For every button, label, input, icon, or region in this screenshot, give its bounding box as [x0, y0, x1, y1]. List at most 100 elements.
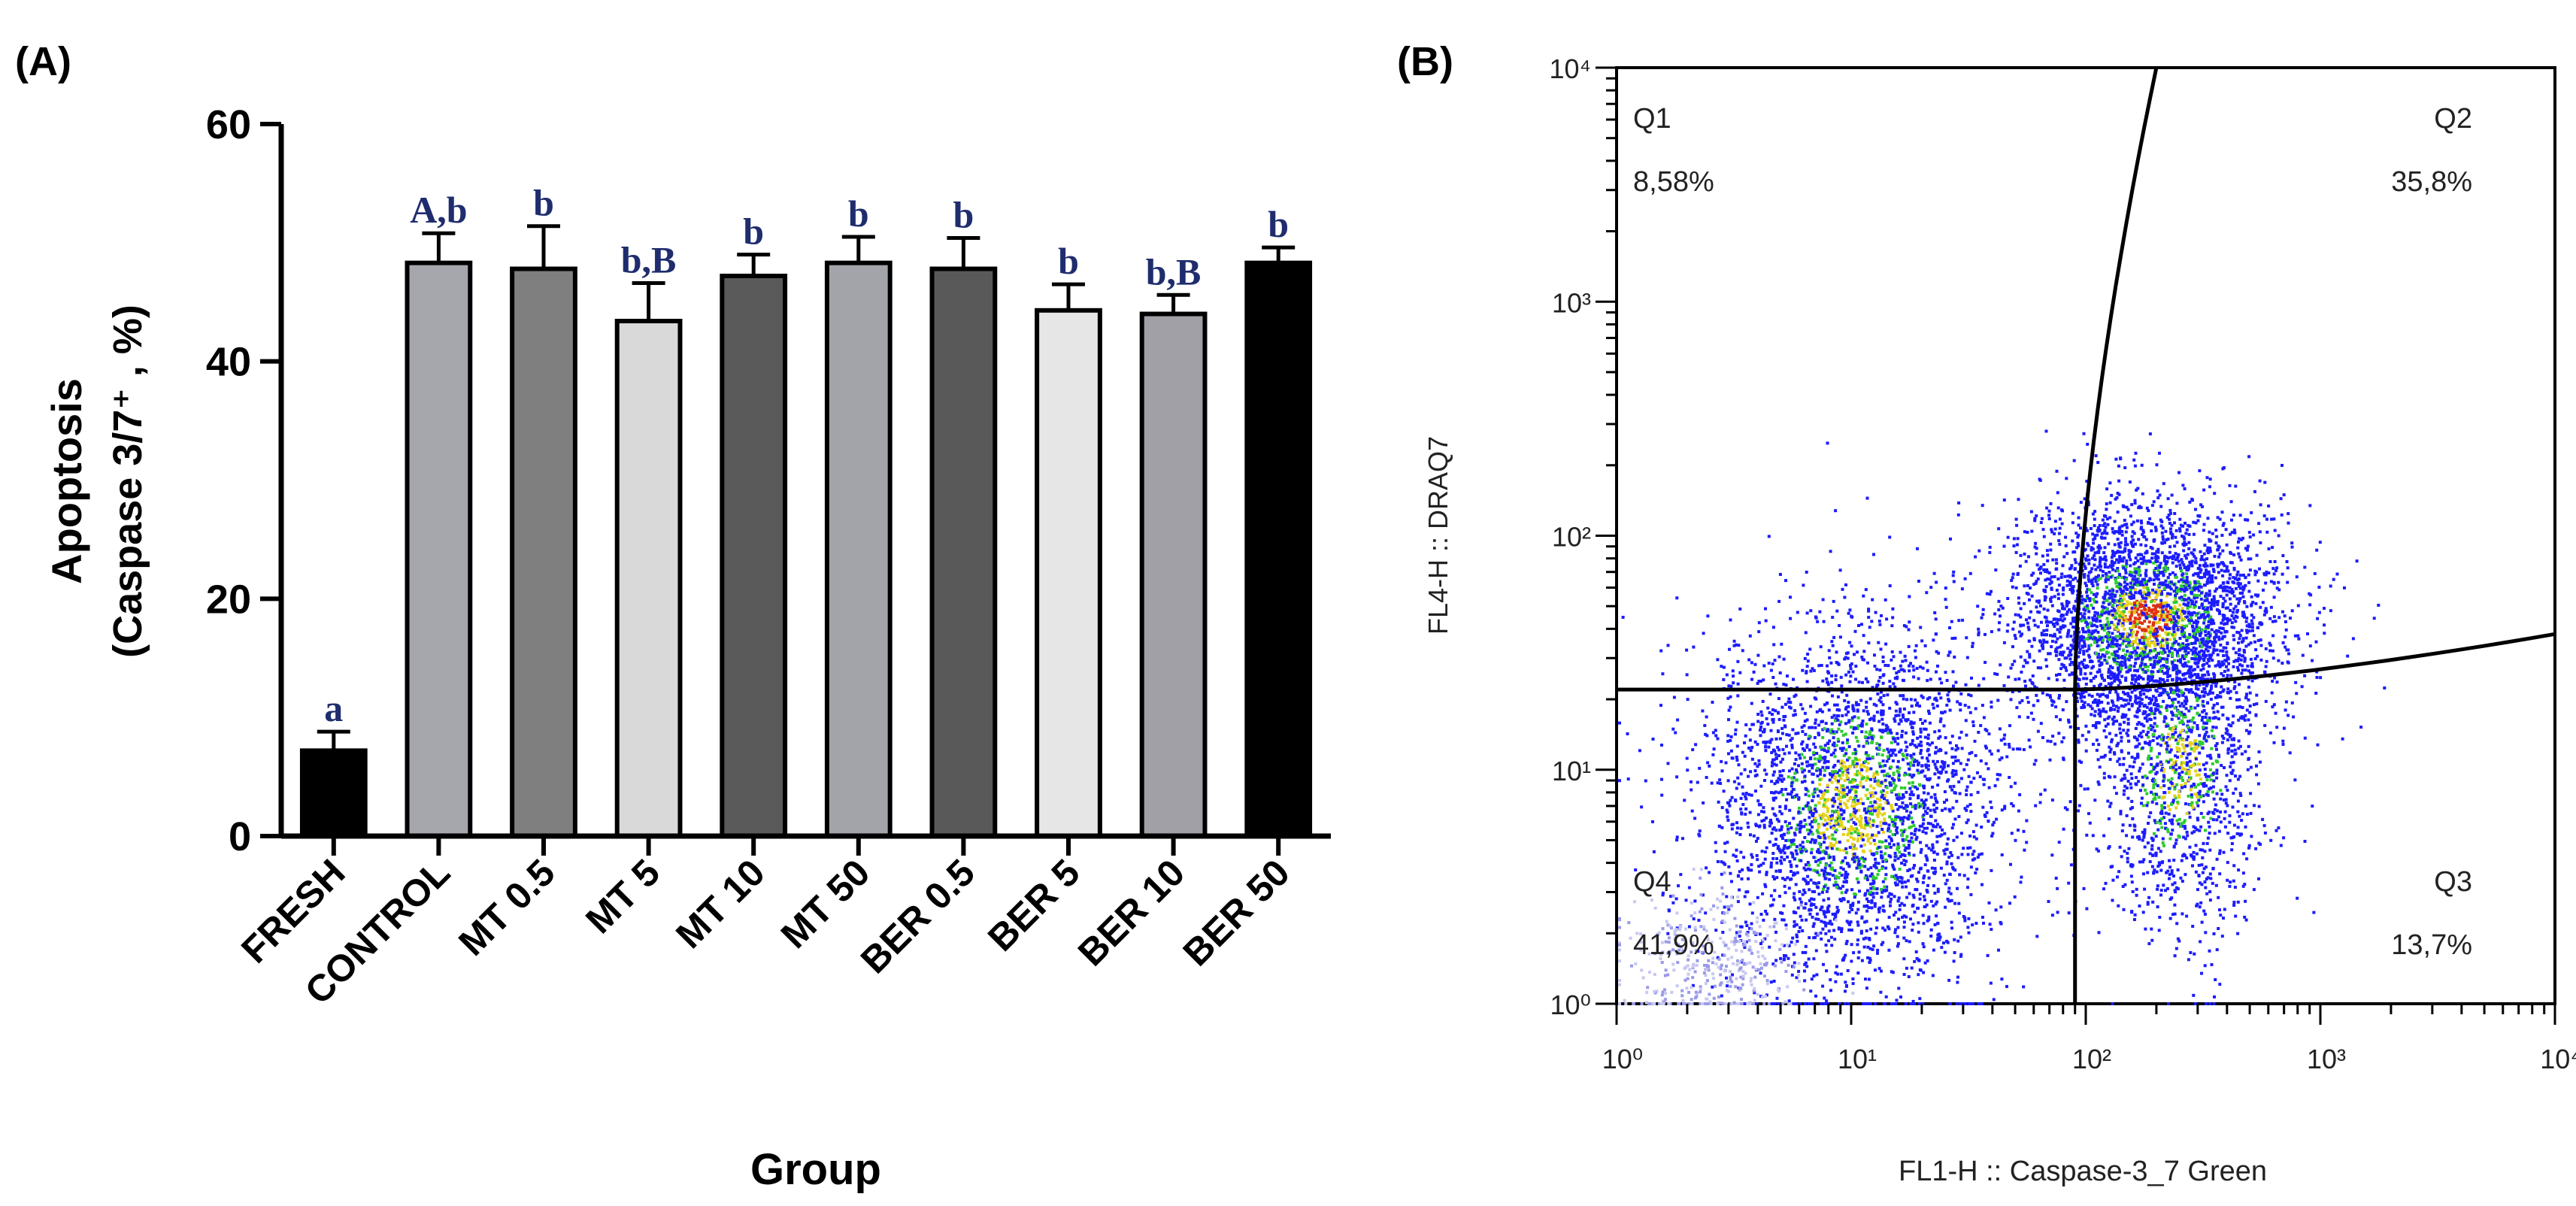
event-dot — [1844, 847, 1848, 850]
event-dot — [1746, 931, 1750, 934]
event-dot — [2134, 587, 2137, 591]
event-dot — [1780, 812, 1784, 816]
event-dot — [1931, 843, 1935, 847]
event-dot — [1942, 849, 1946, 853]
event-dot — [1932, 948, 1935, 952]
event-dot — [1919, 730, 1923, 734]
event-dot — [2162, 648, 2165, 651]
event-dot — [1884, 995, 1888, 998]
event-dot — [1780, 788, 1784, 791]
event-dot — [2090, 548, 2093, 552]
event-dot — [1918, 783, 1922, 787]
event-dot — [1876, 779, 1880, 783]
event-dot — [1770, 780, 1774, 783]
event-dot — [1965, 762, 1968, 766]
event-dot — [1972, 835, 1976, 839]
event-dot — [1765, 717, 1768, 720]
event-dot — [1914, 644, 1918, 647]
event-dot — [1821, 794, 1825, 798]
event-dot — [1890, 839, 1893, 843]
axes — [278, 124, 1331, 839]
event-dot — [1753, 769, 1757, 773]
event-dot — [1802, 906, 1806, 910]
event-dot — [2124, 537, 2127, 541]
event-dot — [1845, 693, 1849, 697]
event-dot — [1947, 886, 1951, 890]
event-dot — [1877, 753, 1880, 756]
event-dot — [1895, 702, 1899, 706]
event-dot — [2025, 841, 2029, 844]
event-dot — [2080, 614, 2084, 618]
event-dot — [1716, 737, 1720, 741]
event-dot — [2295, 692, 2299, 695]
event-dot — [1856, 943, 1859, 947]
event-dot — [2120, 715, 2124, 719]
event-dot — [1902, 816, 1906, 820]
event-dot — [1899, 875, 1902, 879]
event-dot — [2156, 496, 2160, 500]
event-dot — [2102, 707, 2105, 711]
event-dot — [1823, 996, 1826, 1000]
event-dot — [2053, 532, 2056, 535]
event-dot — [1828, 877, 1832, 881]
event-dot — [2230, 531, 2234, 535]
event-dot — [1738, 608, 1742, 611]
event-dot — [1896, 815, 1900, 819]
event-dot — [2053, 527, 2057, 531]
event-dot — [1862, 658, 1865, 662]
event-dot — [1793, 872, 1797, 876]
event-dot — [2200, 645, 2204, 649]
event-dot — [1877, 831, 1880, 835]
event-dot — [1790, 790, 1793, 794]
event-dot — [1847, 745, 1851, 749]
event-dot — [1809, 669, 1813, 673]
event-dot — [1878, 798, 1882, 802]
event-dot — [1893, 677, 1897, 680]
event-dot — [2096, 692, 2099, 696]
event-dot — [2178, 637, 2182, 640]
event-dot — [1761, 699, 1765, 703]
event-dot — [1864, 936, 1868, 940]
event-dot — [1934, 902, 1938, 906]
event-dot — [1735, 756, 1738, 759]
event-dot — [1810, 820, 1814, 823]
event-dot — [1953, 773, 1956, 777]
event-dot — [1821, 736, 1825, 739]
event-dot — [1856, 785, 1859, 789]
event-dot — [1893, 748, 1896, 752]
event-dot — [1820, 747, 1824, 751]
event-dot — [2096, 586, 2099, 590]
event-dot — [1874, 876, 1878, 880]
event-dot — [1843, 801, 1847, 805]
event-dot — [2129, 564, 2132, 568]
event-dot — [2042, 638, 2046, 642]
event-dot — [1897, 774, 1901, 777]
event-dot — [1833, 938, 1837, 941]
event-dot — [1864, 820, 1868, 823]
event-dot — [1880, 890, 1884, 894]
event-dot — [1831, 866, 1835, 870]
event-dot — [2222, 737, 2226, 740]
event-dot — [1837, 727, 1841, 731]
event-dot — [1846, 771, 1850, 775]
event-dot — [1859, 870, 1863, 874]
event-dot — [2035, 935, 2039, 938]
event-dot — [1831, 770, 1834, 774]
event-dot — [1895, 998, 1899, 1002]
event-dot — [2026, 531, 2029, 534]
event-dot — [2098, 635, 2102, 639]
event-dot — [1929, 795, 1933, 799]
event-dot — [1784, 838, 1788, 842]
event-dot — [1732, 674, 1735, 678]
event-dot — [2157, 686, 2160, 689]
event-dot — [1838, 624, 1841, 627]
event-dot — [1922, 784, 1925, 788]
event-dot — [1894, 701, 1898, 705]
event-dot — [2232, 594, 2236, 598]
event-dot — [1864, 823, 1868, 826]
event-dot — [1634, 868, 1638, 871]
event-dot — [1784, 954, 1788, 958]
event-dot — [1822, 803, 1826, 807]
event-dot — [2008, 776, 2011, 779]
event-dot — [1914, 807, 1917, 811]
